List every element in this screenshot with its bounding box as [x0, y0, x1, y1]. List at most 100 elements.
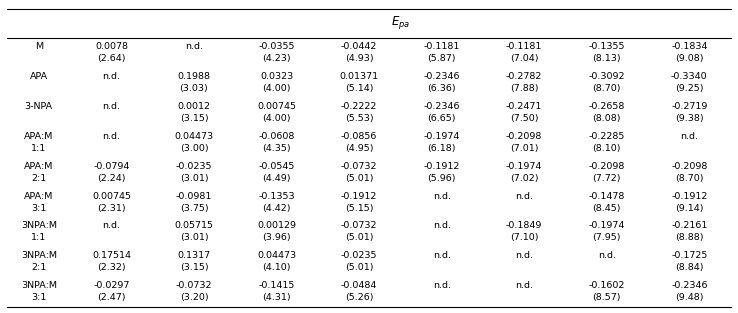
Text: -0.0856: -0.0856 [341, 132, 377, 141]
Text: (4.49): (4.49) [262, 174, 291, 182]
Text: -0.0794: -0.0794 [93, 162, 130, 171]
Text: (4.23): (4.23) [262, 54, 291, 63]
Text: M: M [35, 42, 43, 51]
Text: 0.17514: 0.17514 [92, 251, 131, 260]
Text: -0.1912: -0.1912 [424, 162, 460, 171]
Text: n.d.: n.d. [515, 192, 534, 201]
Text: (6.65): (6.65) [427, 114, 456, 123]
Text: (7.02): (7.02) [510, 174, 539, 182]
Text: 0.04473: 0.04473 [174, 132, 213, 141]
Text: (7.01): (7.01) [510, 144, 539, 153]
Text: n.d.: n.d. [515, 281, 534, 290]
Text: (7.50): (7.50) [510, 114, 539, 123]
Text: -0.1478: -0.1478 [589, 192, 625, 201]
Text: -0.0545: -0.0545 [258, 162, 294, 171]
Text: (7.04): (7.04) [510, 54, 539, 63]
Text: (3.01): (3.01) [179, 233, 208, 243]
Text: (8.88): (8.88) [675, 233, 703, 243]
Text: 3NPA:M: 3NPA:M [21, 281, 57, 290]
Text: (4.35): (4.35) [262, 144, 291, 153]
Text: (9.25): (9.25) [675, 84, 703, 93]
Text: 2:1: 2:1 [31, 174, 46, 182]
Text: 2:1: 2:1 [31, 263, 46, 272]
Text: (3.15): (3.15) [179, 263, 208, 272]
Text: -0.2471: -0.2471 [506, 102, 542, 111]
Text: (7.95): (7.95) [593, 233, 621, 243]
Text: (4.00): (4.00) [262, 84, 291, 93]
Text: 0.1317: 0.1317 [177, 251, 210, 260]
Text: (3.96): (3.96) [262, 233, 291, 243]
Text: 0.0323: 0.0323 [260, 72, 293, 81]
Text: (9.14): (9.14) [675, 203, 703, 213]
Text: -0.0732: -0.0732 [341, 222, 377, 230]
Text: (7.10): (7.10) [510, 233, 539, 243]
Text: (7.72): (7.72) [593, 174, 621, 182]
Text: (5.26): (5.26) [345, 293, 373, 302]
Text: -0.2098: -0.2098 [589, 162, 625, 171]
Text: 3NPA:M: 3NPA:M [21, 222, 57, 230]
Text: n.d.: n.d. [103, 222, 120, 230]
Text: (4.31): (4.31) [262, 293, 291, 302]
Text: -0.2098: -0.2098 [671, 162, 708, 171]
Text: -0.0484: -0.0484 [341, 281, 377, 290]
Text: 0.1988: 0.1988 [177, 72, 210, 81]
Text: 0.00745: 0.00745 [92, 192, 131, 201]
Text: -0.1912: -0.1912 [671, 192, 708, 201]
Text: n.d.: n.d. [598, 251, 615, 260]
Text: n.d.: n.d. [103, 72, 120, 81]
Text: APA: APA [30, 72, 48, 81]
Text: -0.2346: -0.2346 [424, 72, 460, 81]
Text: (8.70): (8.70) [675, 174, 703, 182]
Text: 0.01371: 0.01371 [339, 72, 379, 81]
Text: (3.20): (3.20) [179, 293, 208, 302]
Text: -0.1974: -0.1974 [506, 162, 542, 171]
Text: (6.36): (6.36) [427, 84, 456, 93]
Text: -0.2346: -0.2346 [424, 102, 460, 111]
Text: -0.1353: -0.1353 [258, 192, 295, 201]
Text: (2.24): (2.24) [97, 174, 125, 182]
Text: -0.0981: -0.0981 [176, 192, 212, 201]
Text: (8.84): (8.84) [675, 263, 703, 272]
Text: APA:M: APA:M [24, 162, 53, 171]
Text: -0.1974: -0.1974 [424, 132, 460, 141]
Text: n.d.: n.d. [432, 251, 451, 260]
Text: 3:1: 3:1 [31, 203, 46, 213]
Text: -0.1415: -0.1415 [258, 281, 294, 290]
Text: (3.00): (3.00) [179, 144, 208, 153]
Text: APA:M: APA:M [24, 132, 53, 141]
Text: -0.2098: -0.2098 [506, 132, 542, 141]
Text: -0.0235: -0.0235 [341, 251, 377, 260]
Text: n.d.: n.d. [103, 132, 120, 141]
Text: -0.3092: -0.3092 [588, 72, 625, 81]
Text: (9.48): (9.48) [675, 293, 703, 302]
Text: -0.2346: -0.2346 [671, 281, 708, 290]
Text: APA:M: APA:M [24, 192, 53, 201]
Text: -0.0608: -0.0608 [258, 132, 294, 141]
Text: (8.70): (8.70) [593, 84, 621, 93]
Text: -0.1912: -0.1912 [341, 192, 377, 201]
Text: (6.18): (6.18) [427, 144, 456, 153]
Text: (2.31): (2.31) [97, 203, 125, 213]
Text: n.d.: n.d. [515, 251, 534, 260]
Text: 3-NPA: 3-NPA [24, 102, 53, 111]
Text: n.d.: n.d. [432, 192, 451, 201]
Text: -0.0235: -0.0235 [176, 162, 213, 171]
Text: (5.01): (5.01) [345, 174, 373, 182]
Text: (5.53): (5.53) [345, 114, 373, 123]
Text: (2.64): (2.64) [97, 54, 125, 63]
Text: 0.0078: 0.0078 [95, 42, 128, 51]
Text: -0.2161: -0.2161 [671, 222, 708, 230]
Text: -0.1834: -0.1834 [671, 42, 708, 51]
Text: (8.13): (8.13) [593, 54, 621, 63]
Text: 1:1: 1:1 [31, 233, 46, 243]
Text: (5.01): (5.01) [345, 233, 373, 243]
Text: 1:1: 1:1 [31, 144, 46, 153]
Text: (4.95): (4.95) [345, 144, 373, 153]
Text: (2.32): (2.32) [97, 263, 125, 272]
Text: -0.0732: -0.0732 [341, 162, 377, 171]
Text: 0.00745: 0.00745 [257, 102, 296, 111]
Text: (9.38): (9.38) [675, 114, 703, 123]
Text: -0.1602: -0.1602 [589, 281, 625, 290]
Text: -0.2658: -0.2658 [589, 102, 625, 111]
Text: -0.2719: -0.2719 [671, 102, 708, 111]
